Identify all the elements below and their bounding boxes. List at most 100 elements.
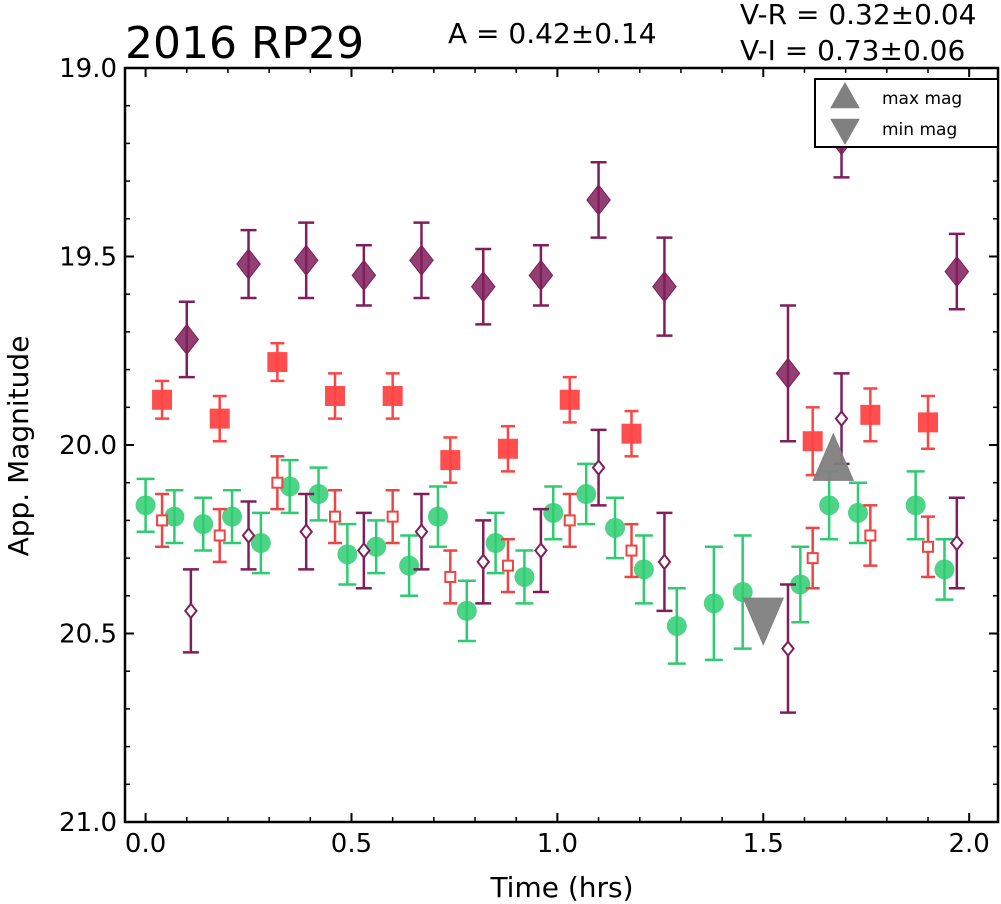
data-point [806, 552, 819, 565]
data-point [703, 593, 724, 614]
data-point [193, 514, 214, 535]
data-point [563, 514, 576, 527]
min-mag-legend-icon [830, 118, 860, 146]
data-point [497, 438, 518, 459]
data-point [921, 540, 934, 553]
data-point [625, 544, 638, 557]
amplitude-annotation: A = 0.42±0.14 [448, 17, 657, 50]
data-point [633, 559, 654, 580]
series-diamond-open [182, 372, 965, 714]
data-point [591, 459, 606, 477]
data-point [666, 615, 687, 636]
data-point [241, 526, 256, 545]
data-point [308, 484, 329, 505]
v-r-color-annotation: V-R = 0.32±0.04 [740, 0, 976, 31]
data-point [652, 270, 677, 303]
data-point [135, 495, 156, 516]
data-point [775, 357, 801, 390]
data-point [528, 259, 554, 292]
data-point [250, 533, 271, 554]
data-point [174, 323, 200, 356]
data-point [156, 514, 169, 527]
data-point [152, 389, 173, 410]
data-point [621, 423, 642, 444]
y-tick-label: 19.5 [59, 243, 117, 273]
y-tick-label: 20.5 [59, 620, 117, 650]
axes-layer: 0.0 0.5 1.0 1.5 2.0 19.0 19.5 20.0 20.5 21.0 [59, 54, 1000, 859]
data-point [781, 639, 795, 658]
data-point [213, 529, 226, 542]
series-diamond-filled [174, 100, 970, 443]
data-point [271, 476, 284, 489]
data-point [351, 259, 377, 292]
data-point [514, 566, 535, 587]
data-point [834, 410, 849, 428]
data-point [905, 495, 926, 516]
data-point [485, 533, 506, 554]
data-point [267, 352, 288, 373]
series-square-open [155, 455, 935, 605]
data-point [819, 495, 840, 516]
data-point [802, 431, 823, 452]
data-point [949, 534, 964, 552]
series-circle-filled [135, 458, 955, 665]
data-point [476, 553, 491, 571]
min-mag-marker [742, 597, 785, 646]
data-point [470, 270, 496, 303]
v-i-color-annotation: V-I = 0.73±0.06 [740, 34, 965, 67]
max-mag-legend-label: max mag [882, 89, 962, 109]
data-point [456, 600, 477, 621]
data-point [576, 484, 597, 505]
x-tick-label: 1.0 [537, 829, 578, 859]
data-point [657, 553, 672, 571]
data-point [444, 570, 457, 583]
data-point [222, 506, 243, 527]
x-tick-label: 0.5 [331, 829, 372, 859]
x-tick-label: 0.0 [125, 829, 166, 859]
legend: max mag min mag [814, 78, 999, 148]
data-point [409, 244, 434, 277]
data-point [382, 385, 403, 406]
data-point [299, 523, 314, 541]
y-tick-label: 21.0 [59, 808, 117, 838]
data-point [605, 517, 626, 538]
data-layer [135, 100, 970, 714]
data-point [559, 389, 580, 410]
max-mag-legend-icon [830, 81, 860, 109]
data-point [399, 555, 420, 576]
data-point [325, 385, 346, 406]
data-point [356, 541, 371, 560]
data-point [279, 476, 300, 497]
y-tick-label: 19.0 [59, 54, 117, 84]
max-mag-marker [812, 432, 855, 481]
y-axis-label: App. Magnitude [2, 336, 35, 557]
data-point [440, 450, 461, 471]
data-point [164, 506, 185, 527]
data-point [337, 544, 358, 565]
data-point [501, 559, 514, 572]
data-point [847, 502, 868, 523]
x-tick-label: 1.5 [743, 829, 784, 859]
data-point [366, 536, 387, 557]
data-point [329, 510, 342, 523]
data-point [860, 404, 881, 425]
data-point [209, 408, 230, 429]
data-point [864, 529, 877, 542]
data-point [293, 244, 319, 277]
y-tick-label: 20.0 [59, 431, 117, 461]
data-point [184, 602, 198, 620]
data-point [944, 255, 970, 288]
data-point [586, 184, 611, 216]
series-square-filled [152, 341, 938, 484]
data-point [386, 510, 399, 523]
data-point [236, 248, 261, 280]
x-tick-label: 2.0 [948, 829, 989, 859]
data-point [790, 574, 811, 595]
data-point [427, 506, 448, 527]
min-mag-legend-label: min mag [882, 120, 957, 140]
data-point [534, 541, 548, 560]
data-point [934, 559, 955, 580]
x-axis-label: Time (hrs) [489, 871, 633, 904]
data-point [732, 582, 753, 603]
